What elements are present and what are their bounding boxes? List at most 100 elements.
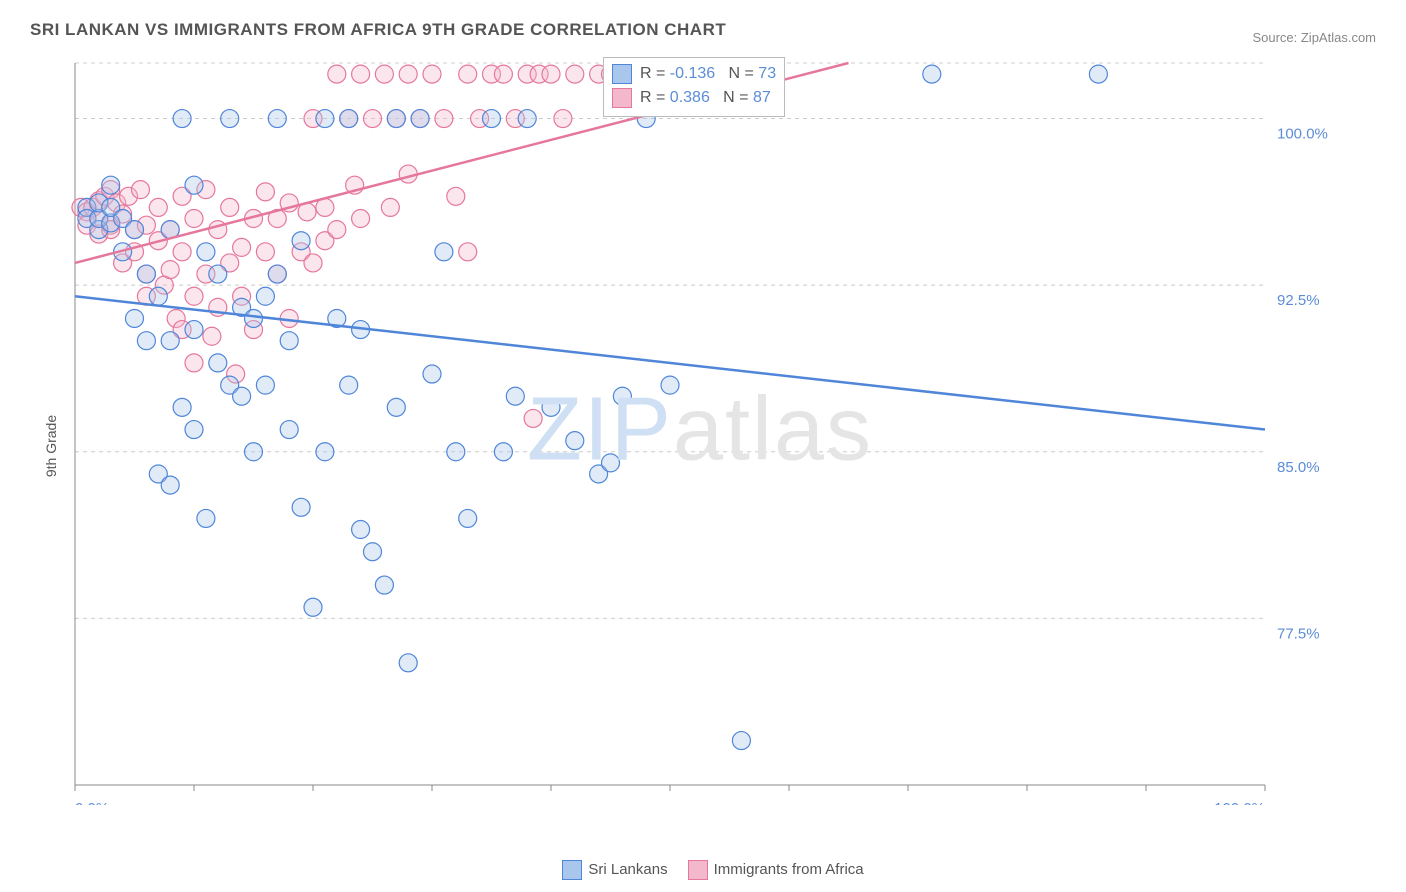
chart-title: SRI LANKAN VS IMMIGRANTS FROM AFRICA 9TH… xyxy=(30,20,726,40)
data-point-immigrants_africa xyxy=(447,187,465,205)
trend-line-sri_lankans xyxy=(75,296,1265,429)
y-tick-label: 92.5% xyxy=(1277,292,1320,309)
data-point-immigrants_africa xyxy=(328,221,346,239)
data-point-sri_lankans xyxy=(483,110,501,128)
legend-label: Sri Lankans xyxy=(588,861,667,878)
data-point-sri_lankans xyxy=(506,387,524,405)
data-point-immigrants_africa xyxy=(352,65,370,83)
data-point-immigrants_africa xyxy=(233,238,251,256)
data-point-sri_lankans xyxy=(375,576,393,594)
data-point-sri_lankans xyxy=(245,443,263,461)
data-point-sri_lankans xyxy=(161,476,179,494)
data-point-immigrants_africa xyxy=(381,198,399,216)
data-point-sri_lankans xyxy=(268,110,286,128)
series-legend: Sri Lankans Immigrants from Africa xyxy=(0,860,1406,880)
legend-swatch xyxy=(612,64,632,84)
data-point-sri_lankans xyxy=(399,654,417,672)
data-point-sri_lankans xyxy=(732,732,750,750)
data-point-sri_lankans xyxy=(613,387,631,405)
data-point-sri_lankans xyxy=(256,376,274,394)
scatter-chart: 77.5%85.0%92.5%100.0%0.0%100.0% xyxy=(65,55,1335,805)
data-point-sri_lankans xyxy=(233,387,251,405)
y-tick-label: 77.5% xyxy=(1277,625,1320,642)
data-point-sri_lankans xyxy=(137,265,155,283)
r-value: 0.386 xyxy=(670,89,710,106)
legend-swatch xyxy=(688,860,708,880)
data-point-sri_lankans xyxy=(280,421,298,439)
data-point-sri_lankans xyxy=(221,110,239,128)
data-point-immigrants_africa xyxy=(256,183,274,201)
data-point-sri_lankans xyxy=(209,354,227,372)
data-point-immigrants_africa xyxy=(566,65,584,83)
data-point-sri_lankans xyxy=(185,421,203,439)
x-tick-label: 100.0% xyxy=(1214,800,1265,805)
data-point-immigrants_africa xyxy=(185,354,203,372)
data-point-sri_lankans xyxy=(197,509,215,527)
correlation-row-immigrants_africa: R = 0.386 N = 87 xyxy=(612,86,776,110)
data-point-sri_lankans xyxy=(352,521,370,539)
data-point-immigrants_africa xyxy=(364,110,382,128)
data-point-sri_lankans xyxy=(340,110,358,128)
data-point-sri_lankans xyxy=(185,321,203,339)
data-point-sri_lankans xyxy=(126,221,144,239)
data-point-sri_lankans xyxy=(518,110,536,128)
data-point-sri_lankans xyxy=(292,232,310,250)
data-point-sri_lankans xyxy=(340,376,358,394)
data-point-sri_lankans xyxy=(387,398,405,416)
data-point-sri_lankans xyxy=(102,176,120,194)
data-point-sri_lankans xyxy=(1089,65,1107,83)
data-point-immigrants_africa xyxy=(435,110,453,128)
data-point-sri_lankans xyxy=(923,65,941,83)
legend-swatch xyxy=(562,860,582,880)
data-point-sri_lankans xyxy=(126,309,144,327)
data-point-sri_lankans xyxy=(209,265,227,283)
data-point-sri_lankans xyxy=(447,443,465,461)
data-point-immigrants_africa xyxy=(494,65,512,83)
correlation-legend: R = -0.136 N = 73R = 0.386 N = 87 xyxy=(603,57,785,117)
x-tick-label: 0.0% xyxy=(75,800,109,805)
data-point-sri_lankans xyxy=(245,309,263,327)
data-point-immigrants_africa xyxy=(173,243,191,261)
r-value: -0.136 xyxy=(670,65,715,82)
data-point-sri_lankans xyxy=(316,443,334,461)
correlation-row-sri_lankans: R = -0.136 N = 73 xyxy=(612,62,776,86)
data-point-immigrants_africa xyxy=(375,65,393,83)
data-point-sri_lankans xyxy=(494,443,512,461)
data-point-sri_lankans xyxy=(137,332,155,350)
data-point-sri_lankans xyxy=(387,110,405,128)
n-value: 73 xyxy=(758,65,776,82)
data-point-sri_lankans xyxy=(566,432,584,450)
legend-swatch xyxy=(612,88,632,108)
data-point-immigrants_africa xyxy=(256,243,274,261)
data-point-sri_lankans xyxy=(316,110,334,128)
data-point-sri_lankans xyxy=(256,287,274,305)
data-point-immigrants_africa xyxy=(203,327,221,345)
chart-area: 77.5%85.0%92.5%100.0%0.0%100.0% ZIPatlas… xyxy=(65,55,1335,805)
y-tick-label: 85.0% xyxy=(1277,459,1320,476)
source-attribution: Source: ZipAtlas.com xyxy=(1252,30,1376,45)
data-point-sri_lankans xyxy=(435,243,453,261)
data-point-sri_lankans xyxy=(304,598,322,616)
data-point-sri_lankans xyxy=(173,398,191,416)
data-point-sri_lankans xyxy=(280,332,298,350)
data-point-sri_lankans xyxy=(602,454,620,472)
data-point-sri_lankans xyxy=(542,398,560,416)
data-point-immigrants_africa xyxy=(149,198,167,216)
legend-label: Immigrants from Africa xyxy=(714,861,864,878)
data-point-immigrants_africa xyxy=(459,65,477,83)
data-point-immigrants_africa xyxy=(423,65,441,83)
data-point-immigrants_africa xyxy=(459,243,477,261)
data-point-immigrants_africa xyxy=(328,65,346,83)
data-point-sri_lankans xyxy=(185,176,203,194)
data-point-sri_lankans xyxy=(197,243,215,261)
data-point-immigrants_africa xyxy=(185,210,203,228)
data-point-immigrants_africa xyxy=(542,65,560,83)
data-point-sri_lankans xyxy=(364,543,382,561)
data-point-sri_lankans xyxy=(411,110,429,128)
data-point-immigrants_africa xyxy=(524,409,542,427)
data-point-sri_lankans xyxy=(161,332,179,350)
data-point-sri_lankans xyxy=(173,110,191,128)
data-point-immigrants_africa xyxy=(221,198,239,216)
y-axis-label: 9th Grade xyxy=(43,415,59,477)
data-point-immigrants_africa xyxy=(554,110,572,128)
